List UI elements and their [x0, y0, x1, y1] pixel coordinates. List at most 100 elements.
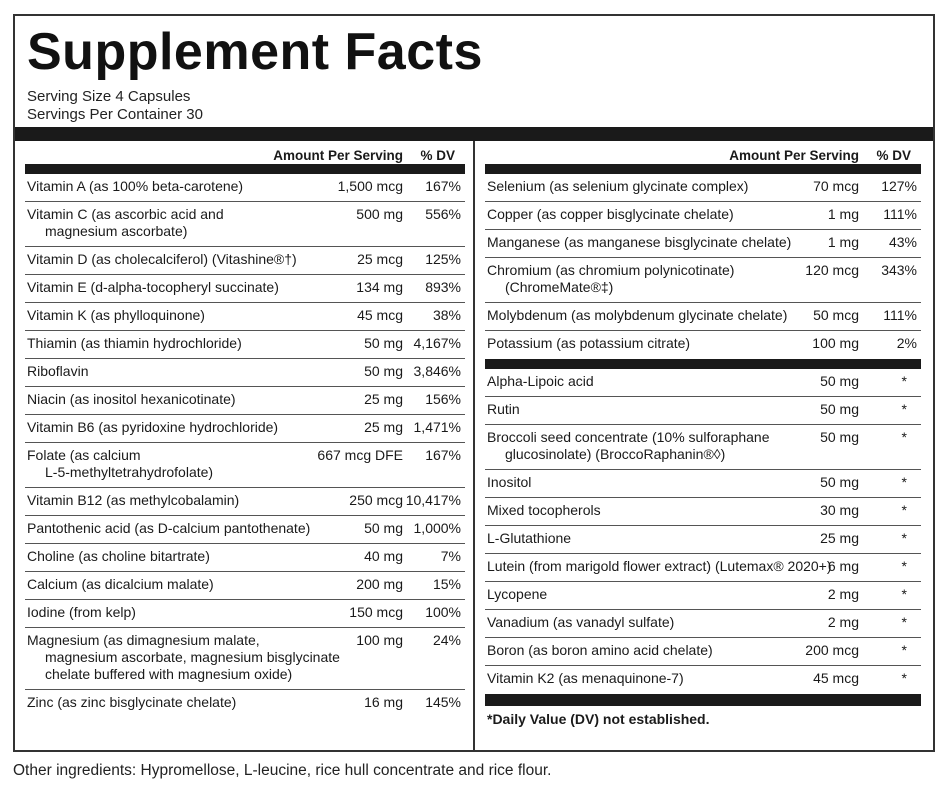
table-row: Mixed tocopherols 30 mg * — [485, 498, 921, 526]
amount-per-serving: 1 mg — [827, 234, 859, 250]
nutrient-name: Lycopene — [487, 586, 547, 603]
nutrient-name-line: magnesium ascorbate, magnesium bisglycin… — [45, 649, 340, 665]
table-row: Vitamin A (as 100% beta-carotene) 1,500 m… — [25, 174, 465, 202]
nutrient-name-line: Vanadium (as vanadyl sulfate) — [487, 614, 675, 630]
table-row: Selenium (as selenium glycinate complex)… — [485, 174, 921, 202]
daily-value: 100% — [425, 604, 461, 620]
header-rule — [485, 164, 921, 174]
amount-per-serving: 1,500 mcg — [337, 178, 403, 194]
nutrient-name-line: Riboflavin — [27, 363, 89, 379]
header-rule — [25, 164, 465, 174]
table-row: L-Glutathione 25 mg * — [485, 526, 921, 554]
nutrient-name: Thiamin (as thiamin hydrochloride) — [27, 335, 242, 352]
daily-value: 10,417% — [405, 492, 461, 508]
daily-value: * — [901, 373, 907, 389]
daily-value: 3,846% — [413, 363, 461, 379]
nutrient-name-line: Manganese (as manganese bisglycinate che… — [487, 234, 792, 250]
nutrient-name-line: Copper (as copper bisglycinate chelate) — [487, 206, 734, 222]
nutrient-name-line: Chromium (as chromium polynicotinate) — [487, 262, 735, 278]
daily-value-footnote: *Daily Value (DV) not established. — [487, 711, 710, 727]
daily-value: 7% — [440, 548, 461, 564]
amount-per-serving: 200 mcg — [805, 642, 859, 658]
nutrient-name-line: L-5-methyltetrahydrofolate) — [45, 464, 214, 480]
amount-per-serving: 45 mcg — [357, 307, 403, 323]
nutrient-name-line: Alpha-Lipoic acid — [487, 373, 594, 389]
amount-per-serving: 25 mg — [364, 419, 403, 435]
table-row: Magnesium (as dimagnesium malate, magnesi… — [25, 628, 465, 690]
table-row: Broccoli seed concentrate (10% sulforaph… — [485, 425, 921, 470]
dv-header: % DV — [420, 148, 455, 163]
nutrient-name-line: Iodine (from kelp) — [27, 604, 136, 620]
nutrient-name-line: Lycopene — [487, 586, 548, 602]
daily-value: * — [901, 401, 907, 417]
nutrient-name: Inositol — [487, 474, 531, 491]
amount-per-serving: 50 mg — [820, 474, 859, 490]
daily-value: * — [901, 642, 907, 658]
nutrient-name-line: Rutin — [487, 401, 520, 417]
daily-value: 38% — [432, 307, 461, 323]
nutrient-name-line: Lutein (from marigold flower extract) (L… — [487, 558, 832, 574]
other-ingredients: Other ingredients: Hypromellose, L-leuci… — [13, 762, 552, 779]
nutrient-name-line: Vitamin K2 (as menaquinone-7) — [487, 670, 684, 686]
table-row: Potassium (as potassium citrate) 100 mg 2% — [485, 331, 921, 359]
daily-value: 1,471% — [413, 419, 461, 435]
daily-value: * — [901, 670, 907, 686]
daily-value: 893% — [425, 279, 461, 295]
amount-per-serving: 1 mg — [827, 206, 859, 222]
nutrient-name-line: Calcium (as dicalcium malate) — [27, 576, 214, 592]
nutrient-name: Mixed tocopherols — [487, 502, 601, 519]
table-row: Vanadium (as vanadyl sulfate) 2 mg * — [485, 610, 921, 638]
amount-per-serving: 200 mg — [356, 576, 403, 592]
nutrient-name: Calcium (as dicalcium malate) — [27, 576, 214, 593]
amount-per-serving: 25 mg — [364, 391, 403, 407]
amount-per-serving: 2 mg — [827, 586, 859, 602]
daily-value: 15% — [432, 576, 461, 592]
top-thick-rule — [15, 127, 933, 141]
table-row: Vitamin D (as cholecalciferol) (Vitashin… — [25, 247, 465, 275]
amount-per-serving: 100 mg — [356, 632, 403, 648]
amount-per-serving: 50 mg — [820, 429, 859, 445]
daily-value: * — [901, 558, 907, 574]
nutrient-name: Chromium (as chromium polynicotinate) (Ch… — [487, 262, 734, 296]
nutrient-name-line: chelate buffered with magnesium oxide) — [45, 666, 293, 682]
nutrient-name: Iodine (from kelp) — [27, 604, 136, 621]
amount-per-serving: 50 mg — [820, 401, 859, 417]
amount-per-serving: 150 mcg — [349, 604, 403, 620]
nutrient-name-line: magnesium ascorbate) — [45, 223, 188, 239]
table-row: Alpha-Lipoic acid 50 mg * — [485, 369, 921, 397]
amount-header: Amount Per Serving — [729, 148, 859, 163]
nutrient-name-line: glucosinolate) (BroccoRaphanin®◊) — [505, 446, 726, 462]
amount-per-serving: 120 mcg — [805, 262, 859, 278]
table-row: Lutein (from marigold flower extract) (L… — [485, 554, 921, 582]
daily-value: 111% — [883, 307, 917, 323]
nutrient-name-line: Inositol — [487, 474, 532, 490]
nutrient-name-line: Zinc (as zinc bisglycinate chelate) — [27, 694, 237, 710]
amount-per-serving: 50 mg — [364, 520, 403, 536]
table-row: Vitamin K2 (as menaquinone-7) 45 mcg * — [485, 666, 921, 694]
daily-value: 2% — [896, 335, 917, 351]
daily-value: 343% — [881, 262, 917, 278]
amount-per-serving: 50 mg — [364, 363, 403, 379]
nutrient-name: Vitamin B12 (as methylcobalamin) — [27, 492, 239, 509]
serving-size: Serving Size 4 Capsules — [27, 88, 191, 105]
daily-value: * — [901, 474, 907, 490]
servings-per-container: Servings Per Container 30 — [27, 106, 203, 123]
daily-value: 1,000% — [413, 520, 461, 536]
nutrient-name-line: Boron (as boron amino acid chelate) — [487, 642, 713, 658]
daily-value: 4,167% — [413, 335, 461, 351]
right-column: Amount Per Serving % DV Selenium (as sel… — [485, 141, 921, 750]
amount-per-serving: 667 mcg DFE — [317, 447, 403, 463]
dv-header: % DV — [876, 148, 911, 163]
table-row: Riboflavin 50 mg 3,846% — [25, 359, 465, 387]
nutrient-name: Vitamin E (d-alpha-tocopheryl succinate) — [27, 279, 279, 296]
daily-value: 167% — [425, 447, 461, 463]
daily-value: 145% — [425, 694, 461, 710]
nutrient-name-line: Thiamin (as thiamin hydrochloride) — [27, 335, 242, 351]
amount-per-serving: 100 mg — [812, 335, 859, 351]
nutrient-name: Vanadium (as vanadyl sulfate) — [487, 614, 674, 631]
nutrient-name: Rutin — [487, 401, 520, 418]
nutrient-name: Vitamin K (as phylloquinone) — [27, 307, 205, 324]
nutrient-name-line: Selenium (as selenium glycinate complex) — [487, 178, 749, 194]
nutrient-name-line: Molybdenum (as molybdenum glycinate chel… — [487, 307, 788, 323]
nutrient-name: Choline (as choline bitartrate) — [27, 548, 210, 565]
